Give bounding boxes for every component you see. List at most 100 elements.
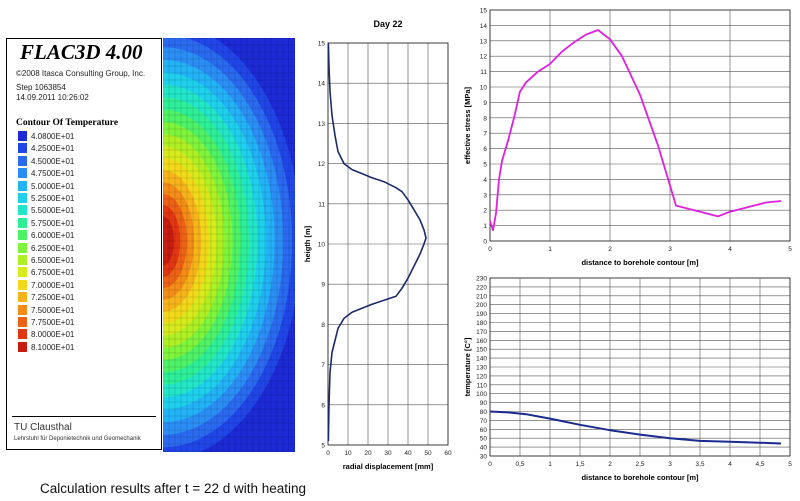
y-tick-label: 160	[476, 338, 487, 345]
y-tick-label: 14	[480, 23, 488, 30]
y-tick-label: 70	[480, 418, 488, 425]
y-tick-label: 150	[476, 347, 487, 354]
x-tick-label: 50	[424, 450, 432, 457]
series-line	[489, 29, 782, 232]
contour-band	[163, 216, 175, 266]
x-tick-label: 5	[788, 246, 792, 253]
x-tick-label: 0	[488, 461, 492, 468]
x-tick-label: 40	[404, 450, 412, 457]
y-tick-label: 170	[476, 329, 487, 336]
x-tick-label: 0,5	[515, 461, 524, 468]
legend-label: 7.0000E+01	[31, 280, 75, 290]
legend-label: 6.2500E+01	[31, 243, 75, 253]
y-tick-label: 40	[480, 445, 488, 452]
y-tick-label: 140	[476, 356, 487, 363]
y-tick-label: 100	[476, 391, 487, 398]
x-axis-label: distance to borehole contour [m]	[581, 473, 699, 482]
legend-divider	[12, 416, 156, 417]
y-tick-label: 14	[318, 81, 326, 88]
x-tick-label: 4	[728, 461, 732, 468]
y-tick-label: 120	[476, 373, 487, 380]
y-tick-label: 5	[321, 443, 325, 450]
series-line	[327, 42, 427, 442]
y-tick-label: 180	[476, 320, 487, 327]
legend-label: 4.2500E+01	[31, 144, 75, 154]
legend-swatch	[18, 317, 27, 327]
y-tick-label: 50	[480, 436, 488, 443]
flac-legend-panel	[6, 38, 162, 450]
legend-label: 4.0800E+01	[31, 132, 75, 141]
legend-swatch	[18, 341, 27, 352]
x-tick-label: 0	[326, 450, 330, 457]
y-tick-label: 9	[483, 100, 487, 107]
legend-label: 5.7500E+01	[31, 218, 75, 228]
plot-frame	[327, 42, 449, 446]
x-axis-label: distance to borehole contour [m]	[581, 258, 699, 267]
y-tick-label: 8	[321, 322, 325, 329]
x-tick-label: 3,5	[695, 461, 704, 468]
x-tick-label: 20	[364, 450, 372, 457]
x-tick-label: 4,5	[755, 461, 764, 468]
y-tick-label: 11	[480, 69, 487, 76]
y-tick-label: 13	[318, 121, 326, 128]
x-tick-label: 30	[384, 450, 392, 457]
legend-swatch	[18, 292, 27, 303]
legend-swatch	[18, 180, 27, 191]
legend-swatch	[18, 255, 27, 265]
y-tick-label: 90	[480, 400, 488, 407]
legend-label: 4.5000E+01	[31, 156, 75, 166]
legend-swatch	[18, 230, 27, 241]
legend-swatch	[18, 143, 27, 154]
y-tick-label: 30	[480, 454, 488, 461]
y-tick-label: 80	[480, 409, 488, 416]
legend-label: 8.1000E+01	[31, 342, 75, 352]
x-tick-label: 3	[668, 246, 672, 253]
y-axis-label: heigth [m]	[303, 225, 312, 262]
grid	[489, 277, 791, 457]
temperature-contour-plot	[163, 38, 295, 452]
y-tick-label: 15	[480, 8, 488, 15]
grid	[327, 42, 449, 446]
legend-swatch	[18, 279, 27, 290]
y-tick-label: 9	[321, 282, 325, 289]
contour-title: Contour Of Temperature	[16, 118, 119, 128]
legend-swatch	[18, 267, 27, 278]
x-tick-label: 2,5	[635, 461, 644, 468]
x-tick-label: 1	[548, 246, 552, 253]
y-tick-label: 1	[483, 223, 487, 230]
institute-name: Lehrstuhl für Deponietechnik und Geomech…	[14, 436, 141, 442]
displacement-chart: 0 10 20 30 40 50 60 5 6 7 8 9 10 11 12 13 14 15 Day 22 radi…	[303, 19, 452, 471]
legend-swatch	[18, 155, 27, 166]
legend-label: 4.7500E+01	[31, 169, 75, 179]
x-tick-label: 2	[608, 461, 612, 468]
y-tick-label: 4	[483, 177, 487, 184]
legend-swatch	[18, 217, 27, 228]
legend-label: 5.5000E+01	[31, 206, 75, 216]
y-tick-label: 11	[318, 201, 325, 208]
y-tick-label: 60	[480, 427, 488, 434]
legend-label: 7.2500E+01	[31, 293, 75, 303]
legend-swatch	[18, 205, 27, 216]
y-tick-label: 6	[483, 146, 487, 153]
y-tick-label: 12	[318, 161, 326, 168]
legend-label: 6.0000E+01	[31, 231, 75, 241]
legend-swatch	[18, 131, 27, 141]
x-tick-label: 4	[728, 246, 732, 253]
y-tick-label: 7	[321, 362, 325, 369]
copyright-text: ©2008 Itasca Consulting Group, Inc.	[16, 69, 146, 78]
y-tick-label: 6	[321, 402, 325, 409]
x-tick-label: 1,5	[575, 461, 584, 468]
legend-label: 7.5000E+01	[31, 305, 75, 315]
y-tick-label: 15	[318, 41, 326, 48]
grid	[489, 9, 791, 242]
y-tick-label: 13	[480, 38, 488, 45]
legend-swatch	[18, 168, 27, 179]
plot-frame	[489, 9, 791, 242]
y-tick-label: 190	[476, 311, 487, 318]
legend-label: 8.0000E+01	[31, 330, 75, 340]
y-tick-label: 0	[483, 239, 487, 246]
y-tick-label: 230	[476, 276, 487, 283]
legend-swatch	[18, 193, 27, 203]
legend-label: 5.2500E+01	[31, 194, 75, 203]
